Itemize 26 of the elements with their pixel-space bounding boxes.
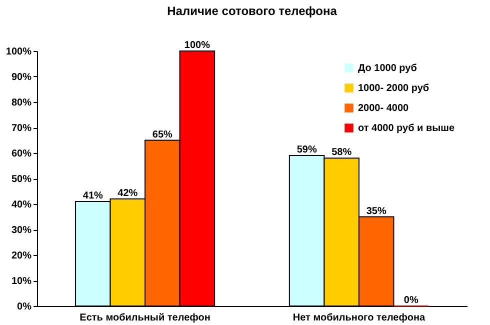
y-tick-label: 20% — [11, 250, 32, 262]
y-tick-label: 40% — [11, 200, 32, 210]
legend-label: 2000- 4000 — [358, 103, 410, 114]
legend-label: 1000- 2000 руб — [358, 83, 430, 94]
data-label: 65% — [152, 129, 173, 140]
x-tick-label: Есть мобильный телефон — [80, 312, 210, 324]
y-tick-label: 80% — [11, 98, 32, 108]
data-label: 42% — [118, 188, 138, 199]
legend-label: До 1000 руб — [358, 63, 417, 74]
data-label: 0% — [404, 295, 418, 306]
y-tick-label: 70% — [11, 123, 32, 134]
legend-label: от 4000 руб и выше — [358, 123, 455, 134]
data-label: 41% — [82, 190, 104, 202]
y-tick-label: 60% — [11, 148, 32, 160]
data-label: 35% — [366, 206, 386, 217]
data-label: 58% — [332, 147, 352, 158]
x-tick-label: Нет мобильного телефона — [292, 312, 426, 324]
data-label: 59% — [296, 144, 317, 156]
y-tick-label: 100% — [6, 46, 32, 58]
y-tick-label: 90% — [11, 72, 32, 83]
y-tick-label: 0% — [17, 302, 32, 312]
y-tick-label: 50% — [11, 174, 32, 185]
data-label: 100% — [184, 40, 210, 51]
chart-title: Наличие сотового телефона — [167, 4, 338, 18]
y-tick-label: 30% — [11, 225, 32, 236]
y-tick-label: 10% — [11, 276, 32, 287]
